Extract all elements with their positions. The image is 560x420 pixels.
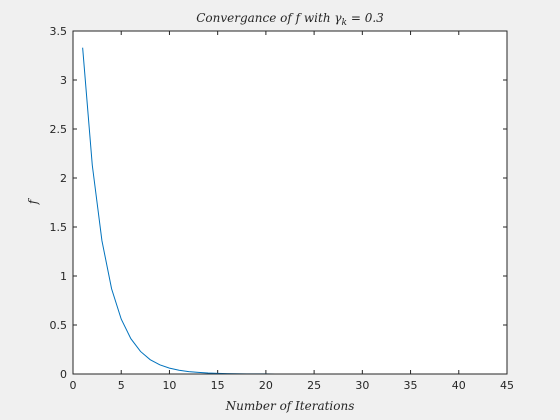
x-tick-label: 35: [404, 379, 418, 392]
x-tick-label: 45: [500, 379, 514, 392]
y-tick-label: 3.5: [50, 25, 68, 38]
y-tick-label: 2.5: [50, 123, 68, 136]
y-tick-label: 0: [60, 368, 67, 381]
x-tick-label: 25: [307, 379, 321, 392]
chart-title-subscript: k: [342, 18, 347, 28]
x-ticks: 0 5 10 15 20 25 30 35 40 45: [70, 31, 514, 392]
axes-background: [73, 31, 507, 374]
x-tick-label: 20: [259, 379, 273, 392]
x-tick-label: 0: [70, 379, 77, 392]
y-tick-label: 0.5: [50, 319, 68, 332]
y-tick-label: 1.5: [50, 221, 68, 234]
x-tick-label: 10: [162, 379, 176, 392]
y-axis-label: f: [26, 197, 40, 205]
chart-title: Convergance of f with γk = 0.3: [196, 11, 384, 28]
x-axis-label: Number of Iterations: [225, 399, 355, 413]
axes-box: [72, 30, 508, 375]
x-tick-label: 5: [118, 379, 125, 392]
x-tick-label: 15: [211, 379, 225, 392]
x-tick-label: 40: [452, 379, 466, 392]
y-tick-label: 1: [60, 270, 67, 283]
x-tick-label: 30: [355, 379, 369, 392]
y-ticks: 0 0.5 1 1.5 2 2.5 3 3.5: [50, 25, 507, 381]
y-tick-label: 3: [60, 74, 67, 87]
y-tick-label: 2: [60, 172, 67, 185]
